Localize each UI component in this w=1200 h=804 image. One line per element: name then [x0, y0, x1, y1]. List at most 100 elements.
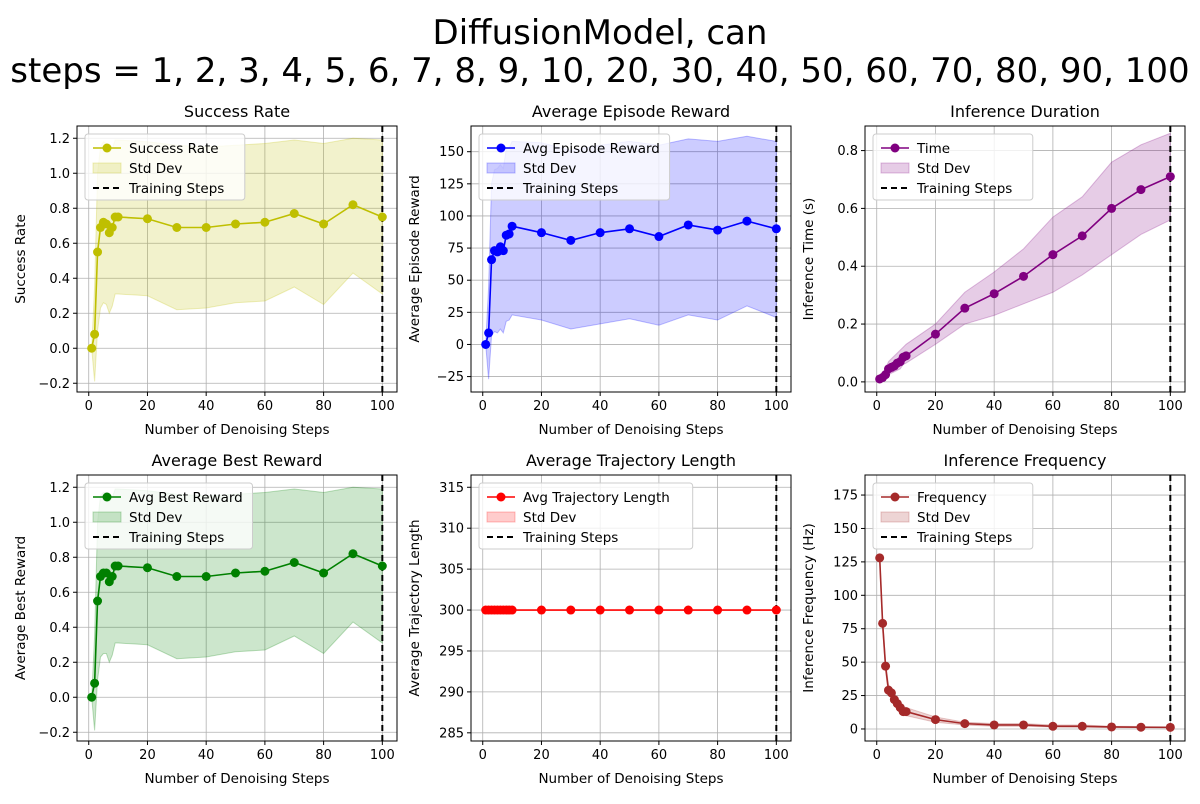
x-tick-label: 0 — [873, 748, 881, 763]
data-point — [683, 220, 693, 230]
y-tick-label: −25 — [437, 370, 464, 385]
x-axis-label: Number of Denoising Steps — [538, 771, 723, 787]
x-tick-label: 100 — [764, 748, 789, 763]
data-point — [319, 219, 329, 229]
data-point — [1107, 203, 1117, 213]
data-point — [930, 715, 940, 725]
legend: Avg Trajectory Length Std Dev Training Ste… — [478, 482, 694, 550]
data-point — [377, 212, 387, 222]
data-point — [595, 605, 605, 615]
data-point — [260, 566, 270, 576]
legend-label: Std Dev — [523, 510, 576, 526]
legend-label: Training Steps — [522, 181, 618, 197]
data-point — [113, 561, 123, 571]
y-tick-label: 50 — [841, 656, 858, 671]
y-tick-label: 25 — [447, 306, 464, 321]
data-point — [90, 329, 100, 339]
legend-box — [872, 133, 1034, 201]
data-point — [507, 221, 517, 231]
data-point — [960, 303, 970, 313]
legend-label: Std Dev — [917, 510, 970, 526]
y-tick-label: 50 — [447, 274, 464, 289]
data-point — [930, 329, 940, 339]
plot-frame — [76, 474, 398, 742]
y-tick-label: 150 — [833, 522, 858, 537]
x-tick-label: 40 — [198, 399, 215, 414]
y-axis-label: Success Rate — [13, 214, 29, 304]
y-tick-label: 0.0 — [837, 375, 858, 390]
legend-label: Success Rate — [129, 141, 219, 157]
y-tick-label: 310 — [439, 522, 464, 537]
x-tick-label: 20 — [533, 399, 550, 414]
data-point — [260, 217, 270, 227]
plot-frame — [470, 125, 792, 393]
data-point — [484, 328, 494, 338]
data-point — [878, 618, 888, 628]
data-point — [90, 678, 100, 688]
data-point — [901, 707, 911, 717]
y-tick-label: 0 — [456, 338, 464, 353]
y-tick-label: 0.2 — [49, 656, 70, 671]
data-point — [625, 605, 635, 615]
data-point — [289, 209, 299, 218]
y-tick-label: −0.2 — [38, 726, 70, 741]
x-tick-label: 40 — [198, 748, 215, 763]
legend: Avg Episode Reward Std Dev Training Steps — [478, 133, 671, 201]
legend-box — [872, 482, 1034, 550]
y-tick-label: 285 — [439, 726, 464, 741]
data-point — [1136, 185, 1146, 195]
y-tick-label: 315 — [439, 481, 464, 496]
data-point — [1165, 172, 1175, 182]
subplot-title: Average Best Reward — [152, 451, 323, 470]
data-point — [1048, 721, 1058, 731]
legend-box — [84, 133, 246, 201]
data-point — [481, 339, 491, 349]
y-tick-label: 0.4 — [49, 272, 70, 287]
y-tick-label: 100 — [439, 209, 464, 224]
data-point — [1077, 721, 1087, 731]
subplot-title: Average Episode Reward — [532, 102, 730, 121]
legend-label: Avg Episode Reward — [523, 141, 660, 157]
subplot-title: Average Trajectory Length — [526, 451, 736, 470]
data-point — [901, 351, 911, 361]
y-tick-label: 100 — [833, 589, 858, 604]
data-point — [1077, 231, 1087, 241]
data-point — [348, 549, 358, 559]
x-tick-label: 60 — [651, 399, 668, 414]
legend-label: Avg Best Reward — [129, 490, 243, 506]
y-tick-label: 1.0 — [49, 516, 70, 531]
chart-panel-6: Inference Frequency 0 20 40 60 80 100 0 25 50 75 10… — [801, 451, 1186, 787]
data-point — [713, 605, 723, 615]
legend-box — [84, 482, 253, 550]
data-point — [87, 692, 97, 702]
x-tick-label: 40 — [592, 748, 609, 763]
legend-marker-swatch — [102, 143, 112, 153]
legend-label: Frequency — [917, 490, 987, 506]
x-tick-label: 100 — [370, 748, 395, 763]
y-tick-label: 75 — [841, 622, 858, 637]
y-tick-label: 0.0 — [49, 342, 70, 357]
y-axis-label: Average Best Reward — [13, 536, 29, 680]
legend-band-swatch — [880, 511, 910, 523]
data-point — [742, 605, 752, 615]
legend-band-swatch — [880, 162, 910, 174]
data-point — [595, 228, 605, 238]
x-axis-label: Number of Denoising Steps — [144, 422, 329, 438]
legend-band-swatch — [486, 511, 516, 523]
subplot-title: Success Rate — [184, 102, 290, 121]
legend: Avg Best Reward Std Dev Training Steps — [84, 482, 253, 550]
x-tick-label: 60 — [651, 748, 668, 763]
data-point — [989, 289, 999, 299]
data-point — [1048, 250, 1058, 260]
data-point — [875, 553, 885, 563]
std-dev-band — [879, 555, 1171, 729]
x-tick-label: 0 — [479, 748, 487, 763]
subplot-title: Inference Frequency — [944, 451, 1107, 470]
chart-panel-1: Success Rate 0 20 40 60 80 100 −0.2 0.0 0.2 0.4 0.6… — [13, 102, 398, 438]
legend-label: Training Steps — [128, 181, 224, 197]
chart-panel-3: Inference Duration 0 20 40 60 80 100 0.0 0.2 0.4 0… — [801, 102, 1186, 438]
x-tick-label: 40 — [986, 748, 1003, 763]
data-point — [507, 605, 517, 615]
data-point — [1107, 722, 1117, 732]
subplot-title: Inference Duration — [950, 102, 1100, 121]
